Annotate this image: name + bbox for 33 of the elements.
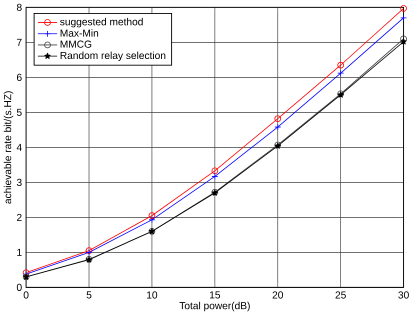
point bbox=[212, 173, 218, 180]
y-tick-label: 5 bbox=[16, 108, 22, 116]
point bbox=[337, 70, 344, 76]
legend-label: MMCG bbox=[60, 40, 92, 48]
y-tick-label: 6 bbox=[16, 74, 22, 81]
point bbox=[274, 124, 282, 130]
point bbox=[400, 38, 407, 44]
x-tick-label: 20 bbox=[272, 291, 284, 299]
point bbox=[400, 14, 407, 22]
y-tick-label: 0 bbox=[16, 284, 22, 291]
legend-label: suggested method bbox=[60, 18, 143, 28]
legend-label: Random relay selection bbox=[60, 52, 166, 62]
x-tick-label: 30 bbox=[398, 291, 409, 299]
x-tick-label: 15 bbox=[210, 291, 220, 298]
x-tick-label: 25 bbox=[336, 291, 346, 299]
x-tick-label: 5 bbox=[86, 291, 92, 298]
point bbox=[274, 115, 282, 122]
point bbox=[148, 212, 156, 219]
point bbox=[400, 5, 407, 12]
legend-label: Max-Min bbox=[60, 29, 98, 37]
y-tick-label: 8 bbox=[16, 4, 22, 11]
point bbox=[212, 167, 218, 174]
y-tick-label: 2 bbox=[16, 214, 22, 221]
point bbox=[148, 216, 156, 224]
y-tick-label: 1 bbox=[17, 248, 22, 256]
x-tick-label: 10 bbox=[147, 291, 158, 299]
x-tick-label: 0 bbox=[24, 291, 29, 299]
x-axis-title: Total power(dB) bbox=[180, 302, 250, 312]
y-axis-title: achievable rate bit/(s.HZ) bbox=[4, 91, 14, 204]
point bbox=[337, 62, 344, 68]
y-tick-label: 3 bbox=[16, 178, 22, 186]
y-tick-label: 4 bbox=[16, 144, 22, 151]
y-tick-label: 7 bbox=[16, 38, 22, 46]
